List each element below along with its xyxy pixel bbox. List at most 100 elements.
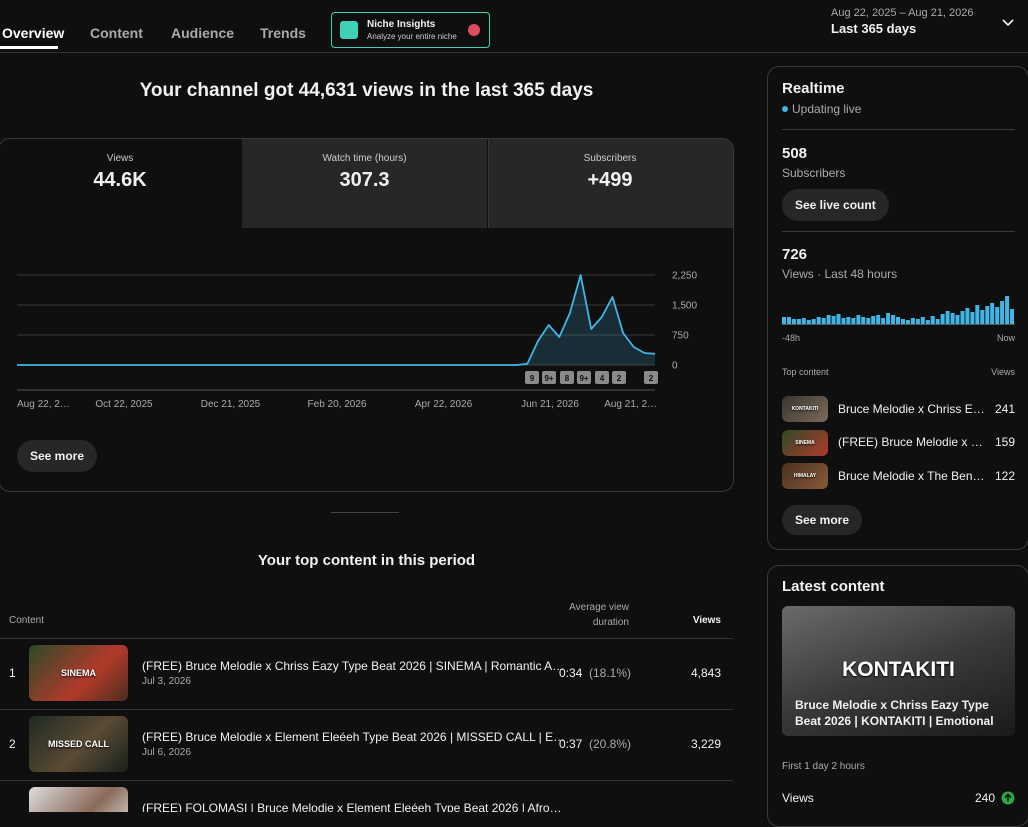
see-more-button[interactable]: See more	[782, 505, 863, 535]
y-tick-label: 1,500	[672, 301, 697, 312]
realtime-bar	[1010, 309, 1014, 324]
marker-badge	[577, 371, 591, 384]
latest-age: First 1 day 2 hours	[782, 761, 865, 772]
marker-badge	[612, 371, 626, 384]
date-range: Aug 22, 2025 – Aug 21, 2026	[831, 7, 974, 19]
x-tick-label: Oct 22, 2025	[95, 399, 153, 410]
live-dot	[782, 106, 788, 112]
y-tick-label: 2,250	[672, 271, 697, 282]
realtime-bar	[881, 318, 886, 324]
item-title[interactable]: (FREE) Bruce Melodie x …	[838, 435, 983, 449]
line	[17, 274, 656, 366]
realtime-bar	[950, 313, 955, 324]
realtime-bar	[806, 320, 811, 324]
thumbnail: SINEMA	[782, 430, 828, 456]
realtime-bar	[801, 318, 806, 324]
tab[interactable]: Audience	[171, 25, 235, 41]
divider	[0, 780, 733, 781]
date-label: Last 365 days	[831, 21, 917, 36]
metric[interactable]: Views 44.6K	[0, 153, 240, 192]
tab[interactable]: Trends	[260, 25, 306, 41]
divider	[782, 129, 1015, 130]
views: 4,843	[690, 666, 721, 680]
realtime-bar	[861, 317, 866, 324]
item-title[interactable]: Bruce Melodie x The Ben…	[838, 469, 985, 483]
video-title: (FREE) Bruce Melodie x Element Eleéeh Ty…	[142, 730, 566, 744]
video-date: Jul 6, 2026	[142, 747, 191, 758]
area	[17, 275, 655, 365]
metric[interactable]: Watch time (hours) 307.3	[242, 153, 487, 192]
niche-badge	[468, 24, 480, 36]
views-column: Views	[991, 367, 1015, 377]
table-row[interactable]: (FREE) FOLOMASI | Bruce Melodie x Elemen…	[0, 781, 733, 812]
table-row[interactable]: 2 MISSED CALL (FREE) Bruce Melodie x Ele…	[0, 710, 733, 780]
realtime-bar	[846, 317, 851, 324]
realtime-bar	[841, 318, 846, 324]
niche-button[interactable]: Niche Insights Analyze your entire niche	[331, 12, 490, 48]
niche-icon	[340, 21, 358, 39]
marker-badge	[525, 371, 539, 384]
x-tick-label: Jun 21, 2026	[521, 399, 579, 410]
column-header: Views	[692, 615, 721, 626]
item-title[interactable]: Bruce Melodie x Chriss E…	[838, 402, 985, 416]
column-header: Content	[9, 615, 45, 626]
marker-label: 4	[600, 374, 605, 383]
niche-title: Niche Insights	[367, 19, 436, 30]
tab[interactable]: Overview	[2, 25, 65, 41]
realtime-bars	[782, 296, 1015, 325]
item-views: 159	[994, 435, 1015, 449]
metric-value: +499	[587, 169, 633, 191]
views-count: 726	[782, 246, 808, 263]
section-title: Your top content in this period	[257, 552, 476, 569]
headline: Your channel got 44,631 views in the las…	[139, 80, 594, 101]
marker-label: 9+	[579, 374, 588, 383]
realtime-bar	[905, 320, 910, 324]
latest-video-title: Bruce Melodie x Chriss Eazy Type Beat 20…	[795, 698, 994, 728]
see-more-button[interactable]: See more	[17, 440, 98, 472]
x-tick-label: Aug 21, 2…	[604, 399, 657, 410]
latest-metric: Views	[782, 791, 814, 805]
realtime-bar	[1000, 301, 1005, 324]
marker-label: 9+	[544, 374, 553, 383]
thumbnail	[29, 787, 128, 812]
latest-thumbnail[interactable]: KONTAKITI	[782, 606, 1015, 736]
realtime-bar	[856, 315, 861, 324]
duration-percent: (20.8%)	[589, 737, 632, 751]
marker-badge	[560, 371, 574, 384]
dropdown-icon[interactable]	[1000, 15, 1016, 31]
tab[interactable]: Content	[90, 25, 143, 41]
marker-badge	[542, 371, 556, 384]
trend-up-icon	[1001, 791, 1015, 805]
realtime-bar	[836, 314, 841, 324]
item-views: 241	[994, 402, 1015, 416]
realtime-bar	[782, 317, 786, 324]
divider	[0, 638, 733, 639]
table-row[interactable]: 1 SINEMA (FREE) Bruce Melodie x Chriss E…	[0, 639, 733, 709]
metric-label: Subscribers	[583, 153, 637, 164]
duration: 0:34	[559, 666, 583, 680]
video-date: Jul 3, 2026	[142, 676, 191, 687]
realtime-bar	[920, 317, 925, 324]
top-content-label: Top content	[782, 367, 829, 377]
realtime-bar	[995, 307, 1000, 324]
axis-end: Now	[996, 333, 1015, 343]
metric-value: 44.6K	[93, 169, 147, 191]
live-count-button[interactable]: See live count	[782, 189, 889, 221]
realtime-status: Updating live	[792, 102, 862, 116]
realtime-bar	[1005, 296, 1010, 324]
thumbnail: KONTAKITI	[782, 396, 828, 422]
realtime-bar	[851, 318, 856, 324]
thumbnail: MISSED CALL	[29, 716, 128, 772]
realtime-bar	[940, 314, 945, 324]
metric[interactable]: Subscribers +499	[488, 153, 732, 192]
latest-value: 240	[974, 791, 995, 805]
divider	[0, 709, 733, 710]
y-tick-label: 750	[672, 331, 689, 342]
realtime-bar	[990, 303, 995, 324]
realtime-bar	[980, 310, 985, 324]
realtime-bar	[787, 317, 791, 324]
views: 3,229	[690, 737, 721, 751]
tab-underline	[0, 46, 58, 49]
realtime-bar	[945, 311, 950, 324]
realtime-bar	[816, 317, 821, 324]
